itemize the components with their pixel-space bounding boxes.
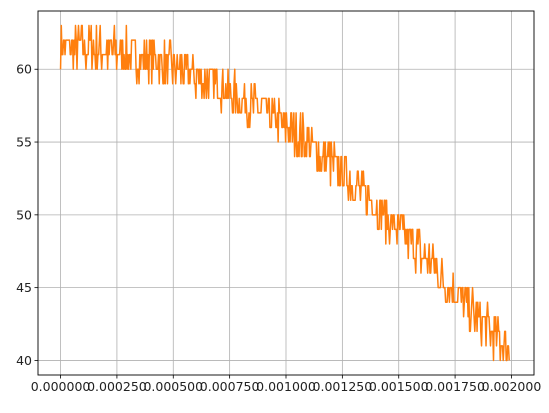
x-tick-label: 0.001000 bbox=[256, 379, 316, 394]
x-tick-label: 0.002000 bbox=[482, 379, 542, 394]
x-tick-label: 0.000250 bbox=[87, 379, 147, 394]
y-tick-label: 40 bbox=[16, 353, 32, 368]
y-tick-label: 50 bbox=[16, 207, 32, 222]
y-tick-label: 55 bbox=[16, 135, 32, 150]
x-tick-label: 0.000000 bbox=[31, 379, 91, 394]
x-tick-label: 0.001250 bbox=[313, 379, 373, 394]
x-tick-label: 0.000500 bbox=[143, 379, 203, 394]
x-tick-label: 0.001500 bbox=[369, 379, 429, 394]
y-tick-label: 60 bbox=[16, 62, 32, 77]
y-tick-label: 45 bbox=[16, 280, 32, 295]
x-tick-label: 0.001750 bbox=[425, 379, 485, 394]
x-tick-label: 0.000750 bbox=[200, 379, 260, 394]
